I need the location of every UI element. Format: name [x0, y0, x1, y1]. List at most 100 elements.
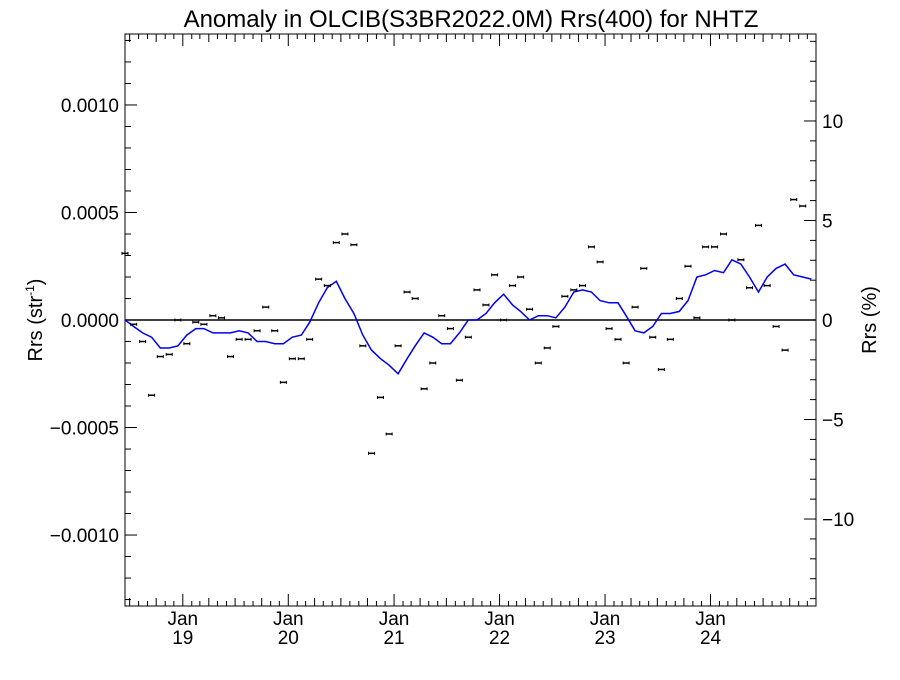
y-right-tick-label: 10: [822, 112, 843, 133]
data-point: [570, 288, 578, 292]
data-point: [165, 352, 173, 356]
data-point: [684, 264, 692, 268]
data-point: [323, 284, 331, 288]
data-point: [394, 344, 402, 348]
data-point: [121, 251, 129, 255]
data-point: [139, 340, 147, 344]
y-axis-right-label: Rrs (%): [859, 286, 881, 354]
data-point: [438, 314, 446, 318]
data-point: [631, 305, 639, 309]
y-right-tick-label: 5: [822, 211, 833, 232]
data-point: [473, 288, 481, 292]
x-tick-label-month: Jan: [273, 609, 304, 630]
data-point: [500, 318, 508, 322]
ticks: 0.0010 0.0005 0.0000 −0.0005 −0.0010 10 5 0 −5 −1…: [50, 34, 854, 649]
x-tick-label-year: 22: [489, 628, 510, 649]
data-point: [578, 284, 586, 288]
data-point: [420, 387, 428, 391]
data-point: [315, 277, 323, 281]
data-point: [728, 318, 736, 322]
data-point: [200, 322, 208, 326]
data-point: [763, 284, 771, 288]
anomaly-running-mean-line: [124, 258, 812, 375]
y-axis-left-label: Rrs (str-1): [23, 279, 47, 362]
y-right-tick-label: 0: [822, 311, 833, 332]
data-point: [509, 284, 517, 288]
data-point: [781, 348, 789, 352]
data-point: [455, 378, 463, 382]
y-axis-left-label-sup: -1: [23, 285, 37, 296]
data-point: [666, 337, 674, 341]
y-right-tick-label: −5: [822, 411, 844, 432]
svg-text:Rrs (str-1): Rrs (str-1): [23, 279, 47, 362]
data-point: [411, 296, 419, 300]
y-left-tick-label: −0.0010: [50, 526, 119, 547]
data-point: [368, 451, 376, 455]
x-tick-label-month: Jan: [484, 609, 515, 630]
data-point: [534, 361, 542, 365]
x-tick-label-month: Jan: [590, 609, 621, 630]
data-point: [359, 344, 367, 348]
data-point: [341, 232, 349, 236]
x-tick-label-year: 20: [278, 628, 299, 649]
y-axis-left-label-base: Rrs (str: [25, 296, 47, 362]
data-point: [209, 314, 217, 318]
data-point: [183, 342, 191, 346]
data-point: [156, 355, 164, 359]
x-tick-label-year: 21: [383, 628, 404, 649]
y-left-tick-label: 0.0010: [61, 96, 119, 117]
data-point: [446, 327, 454, 331]
data-point: [174, 318, 182, 322]
y-left-tick-label: 0.0000: [61, 311, 119, 332]
y-axis-left-label-end: ): [25, 279, 47, 286]
data-point: [350, 243, 358, 247]
data-point: [218, 316, 226, 320]
data-point: [403, 290, 411, 294]
x-tick-label-year: 24: [700, 628, 722, 649]
data-point: [605, 327, 613, 331]
data-point: [702, 245, 710, 249]
data-layer: [121, 198, 812, 455]
data-point: [552, 324, 560, 328]
data-point: [526, 307, 534, 311]
data-point: [772, 324, 780, 328]
data-point: [226, 355, 234, 359]
data-point: [657, 367, 665, 371]
data-point: [737, 258, 745, 262]
x-tick-label-year: 19: [172, 628, 193, 649]
data-point: [385, 432, 393, 436]
data-point: [244, 337, 252, 341]
x-tick-label-year: 23: [594, 628, 615, 649]
data-point: [720, 232, 728, 236]
data-point: [192, 320, 200, 324]
x-tick-label-month: Jan: [167, 609, 198, 630]
data-point: [799, 204, 807, 208]
data-point: [429, 361, 437, 365]
data-point: [271, 329, 279, 333]
chart-title: Anomaly in OLCIB(S3BR2022.0M) Rrs(400) f…: [184, 6, 759, 33]
data-point: [596, 260, 604, 264]
data-point: [130, 322, 138, 326]
data-point: [746, 286, 754, 290]
data-point: [306, 337, 314, 341]
data-point: [332, 241, 340, 245]
data-point: [649, 335, 657, 339]
x-tick-label-month: Jan: [379, 609, 410, 630]
data-point: [148, 393, 156, 397]
data-point: [754, 223, 762, 227]
data-point: [491, 273, 499, 277]
x-tick-label-month: Jan: [695, 609, 726, 630]
data-point: [288, 357, 296, 361]
data-point: [253, 329, 261, 333]
data-point: [693, 316, 701, 320]
data-point: [790, 198, 798, 202]
data-point: [561, 294, 569, 298]
data-point: [482, 303, 490, 307]
y-left-tick-label: 0.0005: [61, 203, 119, 224]
data-point: [262, 305, 270, 309]
data-point: [614, 337, 622, 341]
data-point: [235, 337, 243, 341]
data-point: [543, 346, 551, 350]
